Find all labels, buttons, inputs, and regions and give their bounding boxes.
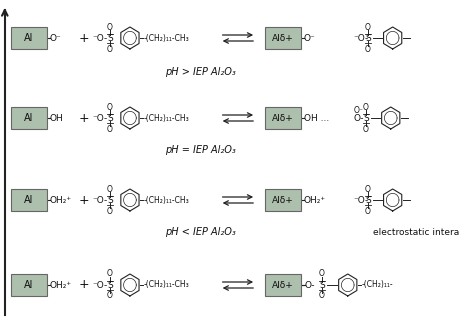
Text: Alδ+: Alδ+ <box>272 196 294 204</box>
Text: ⁻O-: ⁻O- <box>93 281 108 290</box>
Text: ⁻O-: ⁻O- <box>93 34 108 43</box>
Text: Al: Al <box>24 113 33 123</box>
Text: OH₂⁺: OH₂⁺ <box>304 196 326 204</box>
Text: O: O <box>365 22 371 31</box>
FancyBboxPatch shape <box>10 107 47 129</box>
Text: +: + <box>79 111 90 124</box>
Text: O: O <box>363 124 369 133</box>
Text: S: S <box>365 34 371 43</box>
FancyBboxPatch shape <box>10 274 47 296</box>
Text: ⁻O-: ⁻O- <box>354 196 369 204</box>
Text: S: S <box>319 281 325 290</box>
Text: -(CH₂)₁₁-CH₃: -(CH₂)₁₁-CH₃ <box>143 114 189 123</box>
Text: -(CH₂)₁₁-CH₃: -(CH₂)₁₁-CH₃ <box>143 34 189 43</box>
Text: O: O <box>107 185 113 194</box>
Text: S: S <box>365 196 371 204</box>
Text: S: S <box>363 114 369 123</box>
Text: O-: O- <box>354 114 364 123</box>
Text: OH₂⁺: OH₂⁺ <box>50 281 72 290</box>
Text: OH₂⁺: OH₂⁺ <box>50 196 72 204</box>
Text: S: S <box>107 281 113 290</box>
Text: ⁻O-: ⁻O- <box>354 34 369 43</box>
Text: electrostatic intera: electrostatic intera <box>373 228 459 236</box>
Text: ⁻O-: ⁻O- <box>93 196 108 204</box>
Text: O: O <box>319 269 325 278</box>
Text: O: O <box>107 102 113 111</box>
Text: O⁻: O⁻ <box>50 34 62 43</box>
Text: +: + <box>79 194 90 206</box>
Text: Al: Al <box>24 33 33 43</box>
Text: O: O <box>365 44 371 53</box>
Text: OH ...: OH ... <box>304 114 329 123</box>
Text: Alδ+: Alδ+ <box>272 114 294 123</box>
Text: pH > IEP Al₂O₃: pH > IEP Al₂O₃ <box>165 67 236 77</box>
FancyBboxPatch shape <box>264 189 301 211</box>
Text: S: S <box>107 34 113 43</box>
Text: O: O <box>363 102 369 111</box>
Text: pH < IEP Al₂O₃: pH < IEP Al₂O₃ <box>165 227 236 237</box>
Text: O: O <box>107 269 113 278</box>
Text: OH: OH <box>50 114 64 123</box>
Text: -(CH₂)₁₁-CH₃: -(CH₂)₁₁-CH₃ <box>143 196 189 204</box>
Text: O: O <box>107 292 113 300</box>
Text: -(CH₂)₁₁-CH₃: -(CH₂)₁₁-CH₃ <box>143 281 189 290</box>
Text: O⁻: O⁻ <box>304 34 316 43</box>
Text: pH = IEP Al₂O₃: pH = IEP Al₂O₃ <box>165 145 236 155</box>
FancyBboxPatch shape <box>264 274 301 296</box>
FancyBboxPatch shape <box>264 27 301 49</box>
Text: O: O <box>319 292 325 300</box>
Text: Alδ+: Alδ+ <box>272 34 294 43</box>
Text: +: + <box>79 31 90 44</box>
Text: O: O <box>107 44 113 53</box>
Text: -(CH₂)₁₁-: -(CH₂)₁₁- <box>361 281 393 290</box>
Text: O: O <box>365 206 371 215</box>
FancyBboxPatch shape <box>10 189 47 211</box>
Text: S: S <box>107 114 113 123</box>
FancyBboxPatch shape <box>264 107 301 129</box>
Text: Alδ+: Alδ+ <box>272 281 294 290</box>
Text: S: S <box>107 196 113 204</box>
Text: Al: Al <box>24 195 33 205</box>
Text: ⁻O-: ⁻O- <box>93 114 108 123</box>
FancyBboxPatch shape <box>10 27 47 49</box>
Text: O: O <box>107 22 113 31</box>
Text: Al: Al <box>24 280 33 290</box>
Text: +: + <box>79 278 90 292</box>
Text: O⁻: O⁻ <box>354 106 364 115</box>
Text: O: O <box>107 206 113 215</box>
Text: O: O <box>365 185 371 194</box>
Text: O-: O- <box>305 281 315 290</box>
Text: O: O <box>107 124 113 133</box>
